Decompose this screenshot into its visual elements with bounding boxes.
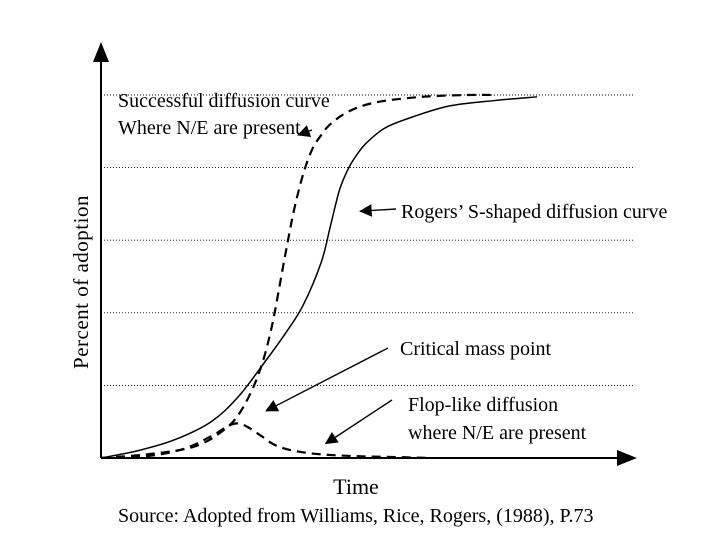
rogers-arrow [359,204,397,217]
x-axis-title: Time [333,474,379,499]
source-note: Source: Adopted from Williams, Rice, Rog… [118,505,593,527]
critical-mass-arrow [265,347,389,412]
y-axis-title: Percent of adoption [69,195,93,369]
flop-label-line-2: where N/E are present [408,422,587,444]
annotations: Successful diffusion curve Where N/E are… [118,90,668,445]
flop-like-diffusion-curve [100,422,432,460]
successful-label-line-2: Where N/E are present [118,117,301,139]
flop-label-line-1: Flop-like diffusion [408,394,558,416]
series-group [100,93,538,460]
successful-arrow [297,125,313,137]
rogers-label: Rogers’ S-shaped diffusion curve [401,201,668,223]
successful-diffusion-curve [100,93,496,460]
critical-mass-label: Critical mass point [400,338,552,360]
rogers-s-curve [100,96,538,459]
flop-arrow [324,399,393,445]
successful-label-line-1: Successful diffusion curve [118,90,330,112]
